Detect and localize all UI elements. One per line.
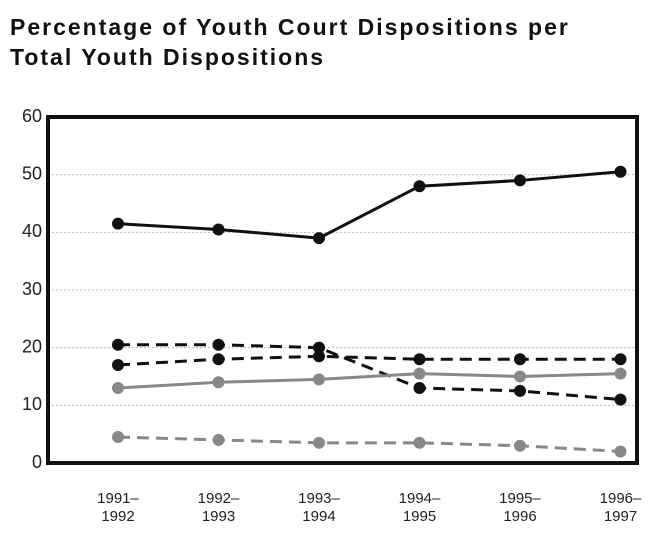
point [112,358,124,371]
y-tick-label: 50 [22,163,42,183]
point [112,217,124,230]
point [112,382,124,395]
point [614,445,627,458]
point [413,382,426,395]
point [212,353,225,366]
plot-frame [46,115,639,465]
series-line [117,372,621,390]
y-tick-label: 20 [22,336,42,356]
point [313,373,325,386]
point [614,165,627,178]
x-tick-label: 1996–1997 [599,490,642,525]
point [514,384,526,397]
point [313,350,325,363]
series-line [117,170,621,240]
chart-title: Percentage of Youth Court Dispositions p… [10,14,570,70]
point [514,370,526,383]
point [413,367,426,380]
point [413,180,426,193]
series-line [118,343,621,402]
x-tick-label: 1995–1996 [499,490,541,525]
y-tick-label: 60 [22,106,42,126]
point [313,232,325,245]
series-line [117,354,621,367]
point [212,338,225,351]
point [614,393,627,406]
x-tick-label: 1991–1992 [97,490,139,525]
point [212,433,225,446]
series-line [117,435,621,453]
y-tick-label: 40 [22,221,42,241]
y-tick-label: 30 [22,279,42,299]
y-tick-label: 0 [32,452,42,472]
point [313,436,325,449]
point [313,341,325,354]
x-tick-label: 1992–1993 [197,490,240,525]
x-tick-label: 1993–1994 [298,490,340,525]
point [413,353,426,366]
point [112,431,124,444]
point [212,223,225,236]
x-tick-label: 1994–1995 [398,490,441,525]
point [112,338,124,351]
point [212,376,225,389]
point [614,367,627,380]
point [413,436,426,449]
point [514,439,526,452]
point [514,353,526,366]
point [614,353,627,366]
y-tick-label: 10 [22,394,42,414]
point [514,174,526,187]
